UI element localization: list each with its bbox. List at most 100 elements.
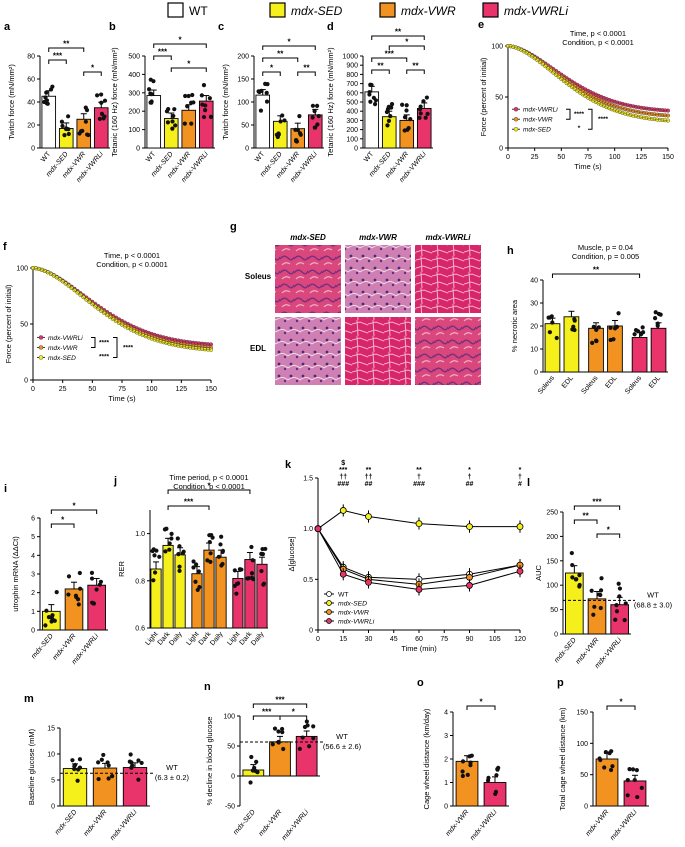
data-point: [630, 767, 636, 772]
significance-bracket: [466, 705, 496, 710]
y-tick-label: 1000: [342, 54, 358, 61]
panel-letter: l: [527, 477, 530, 489]
legend-item: mdx-VWRLi: [482, 2, 568, 18]
legend-item: mdx-SED: [269, 2, 343, 18]
significance-bracket: [252, 715, 281, 720]
y-tick-label: 50: [495, 95, 503, 102]
data-point: [577, 573, 582, 578]
data-point: [485, 778, 491, 783]
x-axis-label: Time (s): [574, 162, 602, 171]
data-point: [591, 324, 596, 329]
data-point: [280, 726, 285, 732]
y-tick-label: 0.8: [135, 578, 145, 585]
y-tick-label: 400: [346, 109, 358, 116]
significance-marker: $: [341, 460, 345, 467]
y-tick-label: 800: [346, 72, 358, 79]
data-point: [635, 329, 641, 334]
data-point: [98, 579, 104, 584]
y-tick-label: 150: [576, 710, 588, 717]
x-tick-label: 60: [415, 636, 423, 643]
y-tick-label: 1.0: [303, 526, 313, 533]
panel-letter: i: [4, 483, 7, 495]
data-point: [186, 93, 191, 99]
histology-row-label: Soleus: [245, 272, 272, 281]
chart-b: b 0 100 200 300 400 500 Tetanic (160 Hz) force …: [109, 21, 215, 184]
x-tick-label: 0: [506, 154, 510, 161]
data-point: [66, 114, 71, 119]
data-point: [516, 567, 524, 575]
data-point: [385, 123, 390, 128]
data-point: [157, 554, 162, 559]
x-tick-label: 0: [316, 636, 320, 643]
x-tick-label: WT: [363, 150, 376, 163]
x-tick-label: EDL: [648, 375, 662, 390]
y-tick-label: 400: [128, 72, 140, 79]
y-axis-label: Twitch force (mN/mm²): [221, 64, 230, 140]
legend-marker: [326, 609, 332, 615]
data-point: [653, 310, 658, 315]
significance-marker: *: [578, 125, 581, 132]
significance-bracket: [262, 45, 316, 50]
x-tick-label: WT: [254, 150, 267, 163]
y-axis-label: Force (percent of initial): [479, 57, 488, 136]
y-tick-label: 50: [550, 607, 558, 614]
y-tick-label: 500: [128, 54, 140, 61]
significance-marker: ***: [385, 50, 395, 59]
x-tick-label: Daily: [209, 630, 225, 647]
data-point: [372, 101, 378, 107]
data-point: [365, 578, 372, 586]
x-tick-label: 75: [440, 636, 448, 643]
significance-bracket: [573, 505, 621, 510]
data-point: [86, 132, 91, 138]
data-point: [640, 325, 645, 330]
data-point: [89, 570, 95, 576]
panel-letter: f: [3, 241, 7, 253]
y-tick-label: 100: [576, 741, 588, 748]
y-tick-label: 5: [51, 778, 55, 785]
x-tick-label: 120: [514, 636, 526, 643]
chart-subtitle: Condition, p = 0.005: [572, 252, 639, 261]
data-point: [494, 773, 499, 778]
data-point: [616, 311, 621, 316]
significance-bracket: [113, 336, 118, 358]
significance-marker: *: [468, 467, 471, 474]
y-tick-label: 100: [16, 266, 28, 273]
chart-subtitle: Condition, p < 0.0001: [173, 482, 245, 491]
y-tick-label: 200: [128, 109, 140, 116]
data-point: [302, 724, 308, 730]
legend-marker: [513, 107, 519, 112]
data-point: [460, 769, 465, 774]
data-point: [614, 609, 620, 614]
data-point: [136, 777, 141, 782]
data-point: [99, 757, 104, 762]
data-point: [314, 103, 320, 108]
histology-column-label: mdx-VWR: [359, 233, 397, 242]
significance-bracket: [50, 509, 98, 514]
x-tick-label: 15: [339, 636, 347, 643]
data-point: [423, 115, 428, 120]
data-point: [617, 586, 623, 591]
data-point: [199, 93, 204, 98]
legend-swatch: [379, 2, 396, 18]
y-tick-label: 100: [223, 714, 235, 721]
data-point: [577, 582, 582, 588]
data-point: [258, 108, 264, 113]
data-point: [194, 562, 199, 567]
significance-marker: **: [593, 266, 600, 275]
x-tick-label: 100: [609, 154, 621, 161]
histology-image: [345, 317, 411, 385]
y-tick-label: 0: [51, 804, 55, 811]
x-tick-label: Soleus: [624, 374, 643, 395]
significance-bracket: [167, 489, 251, 494]
significance-marker: †: [417, 474, 421, 481]
significance-marker: **: [366, 467, 372, 474]
data-point: [165, 120, 171, 125]
data-point: [152, 553, 157, 558]
data-point: [573, 577, 578, 582]
series-legend-label: mdx-VWRLi: [338, 619, 375, 626]
data-point: [282, 118, 287, 123]
data-point: [312, 125, 317, 130]
